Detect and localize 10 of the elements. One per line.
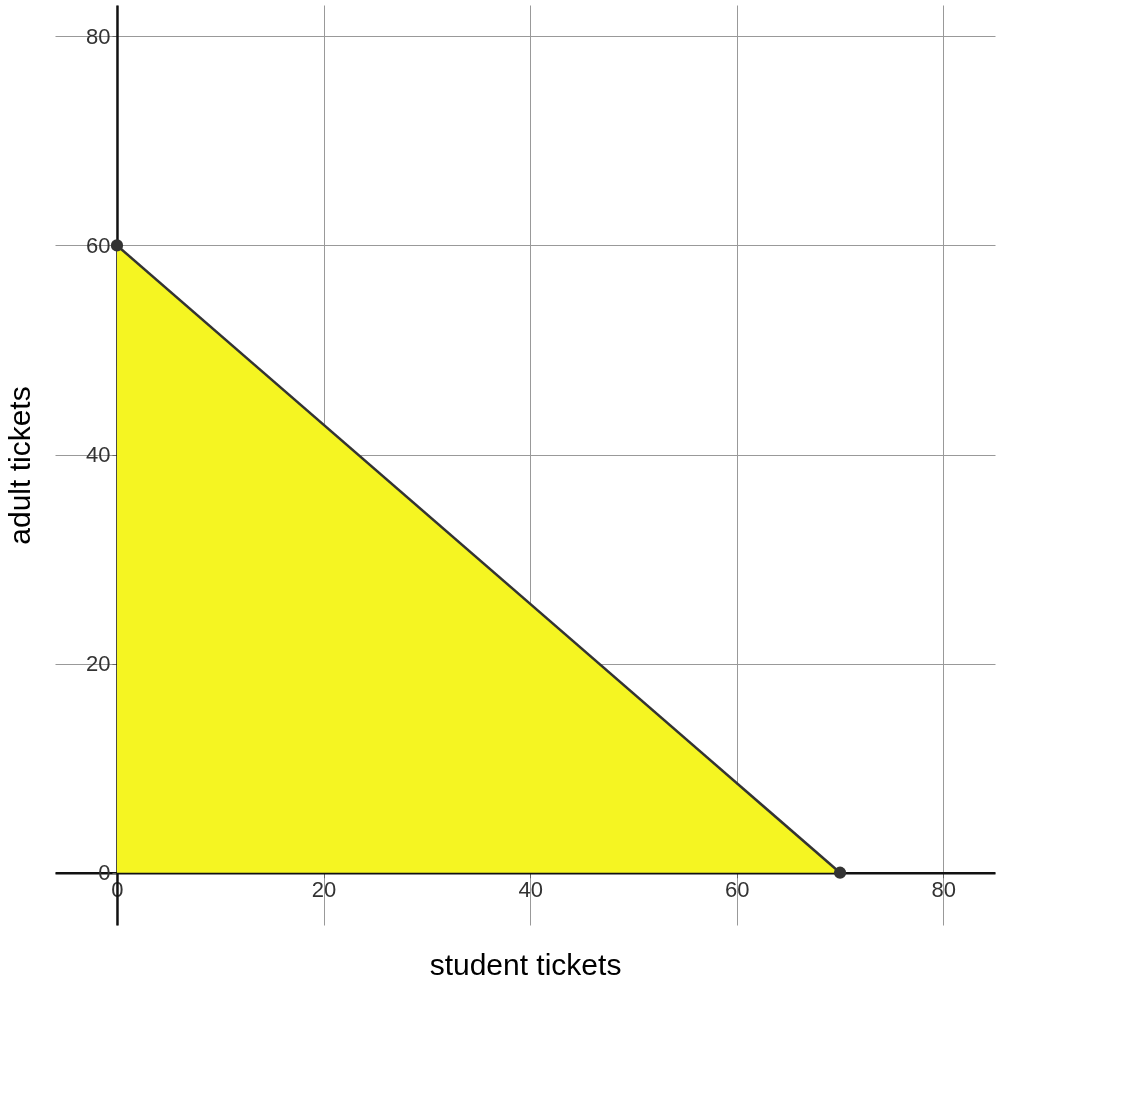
y-tick-label: 60: [85, 232, 111, 258]
x-tick-label: 40: [518, 877, 543, 903]
x-tick-label: 80: [931, 877, 957, 903]
y-tick-label: 80: [85, 23, 111, 49]
x-axis-title: student tickets: [429, 948, 622, 982]
y-tick-label: 20: [85, 651, 111, 677]
x-tick-label: 60: [725, 877, 750, 903]
y-axis-title: adult tickets: [3, 386, 37, 545]
x-tick-label: 20: [311, 877, 337, 903]
y-tick-label: 40: [85, 442, 111, 468]
